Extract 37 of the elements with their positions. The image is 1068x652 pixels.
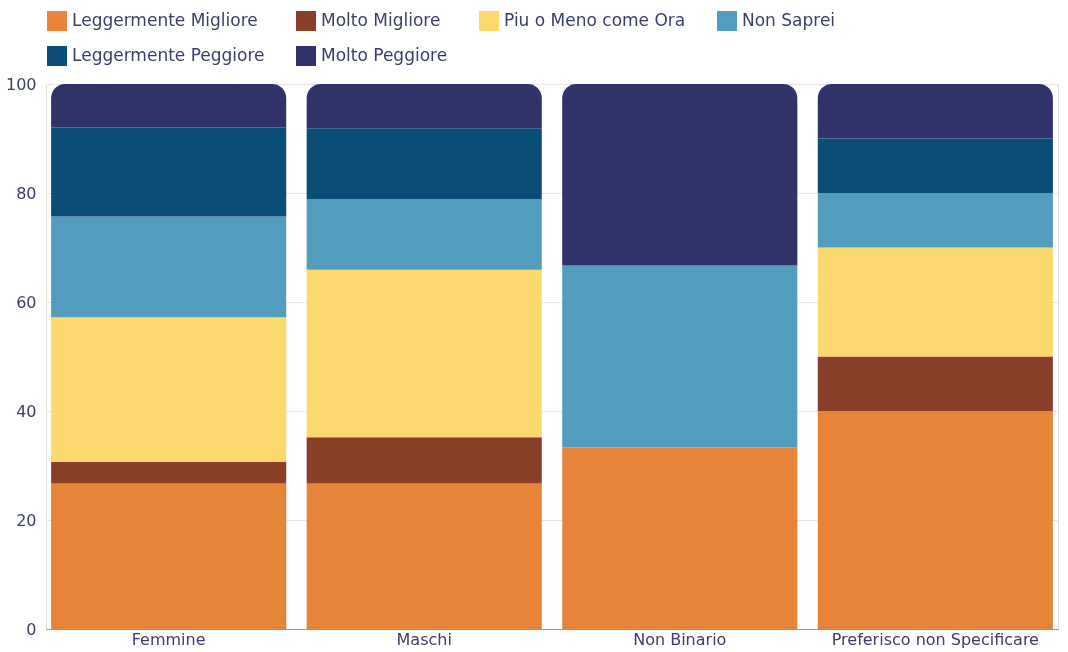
legend-label: Non Saprei	[742, 10, 836, 30]
legend-label: Molto Migliore	[321, 10, 441, 30]
bar	[562, 84, 798, 266]
bar	[306, 437, 542, 484]
bar	[306, 84, 542, 129]
bar	[51, 317, 287, 462]
bar	[51, 84, 287, 128]
bar	[817, 138, 1053, 193]
bar	[817, 411, 1053, 629]
bar	[817, 356, 1053, 411]
bar	[306, 128, 542, 199]
bar	[817, 84, 1053, 139]
bar	[306, 483, 542, 629]
x-tick-label: Femmine	[131, 629, 206, 649]
x-tick-label: Preferisco non Specificare	[831, 629, 1039, 649]
bar	[51, 483, 287, 629]
bar	[51, 461, 287, 484]
bar	[306, 269, 542, 438]
y-tick-label: 40	[16, 401, 37, 421]
legend-label: Leggermente Peggiore	[72, 45, 265, 65]
bar	[562, 447, 798, 629]
x-tick-label: Maschi	[396, 629, 452, 649]
y-tick-label: 20	[16, 510, 37, 530]
y-tick-label: 100	[5, 74, 37, 94]
bar	[817, 247, 1053, 357]
bar	[51, 127, 287, 217]
bar	[51, 216, 287, 318]
legend-label: Leggermente Migliore	[72, 10, 258, 30]
y-tick-label: 60	[16, 292, 37, 312]
y-tick-label: 80	[16, 183, 37, 203]
bar	[562, 265, 798, 448]
x-tick-label: Non Binario	[633, 629, 727, 649]
bar	[306, 198, 542, 270]
legend-label: Piu o Meno come Ora	[504, 10, 686, 30]
legend-label: Molto Peggiore	[321, 45, 448, 65]
y-tick-label: 0	[26, 619, 37, 639]
bar	[817, 193, 1053, 248]
